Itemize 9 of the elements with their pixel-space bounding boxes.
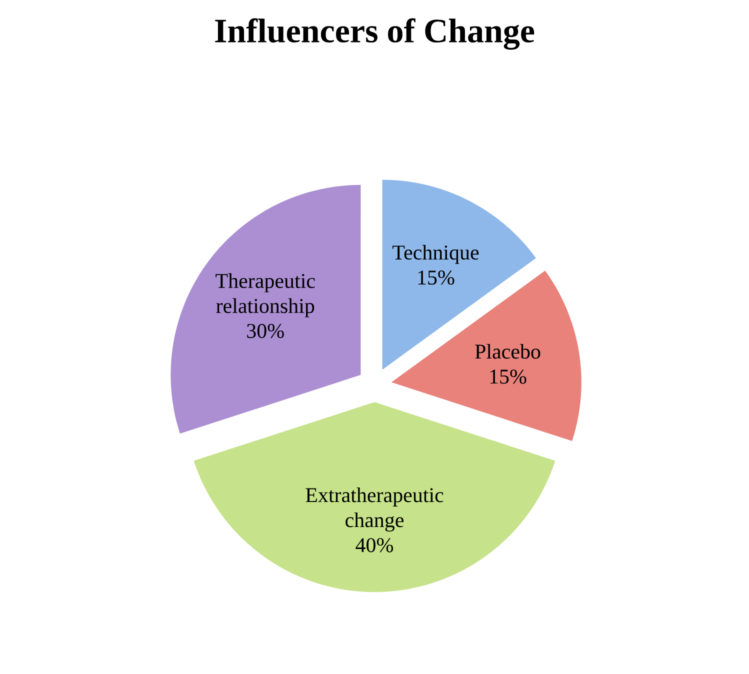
slice-label: Technique [392,244,479,264]
slice-label: Extratherapeutic change [306,487,444,532]
slice-label: Placebo [475,344,540,359]
slice-label: Therapeutic relationship [216,273,315,318]
data-label: 40% [356,538,394,552]
data-label: 15% [490,370,526,384]
data-label: 15% [418,270,454,285]
data-label: 30% [247,324,284,338]
chart-title: Influencers of Change [215,18,534,50]
